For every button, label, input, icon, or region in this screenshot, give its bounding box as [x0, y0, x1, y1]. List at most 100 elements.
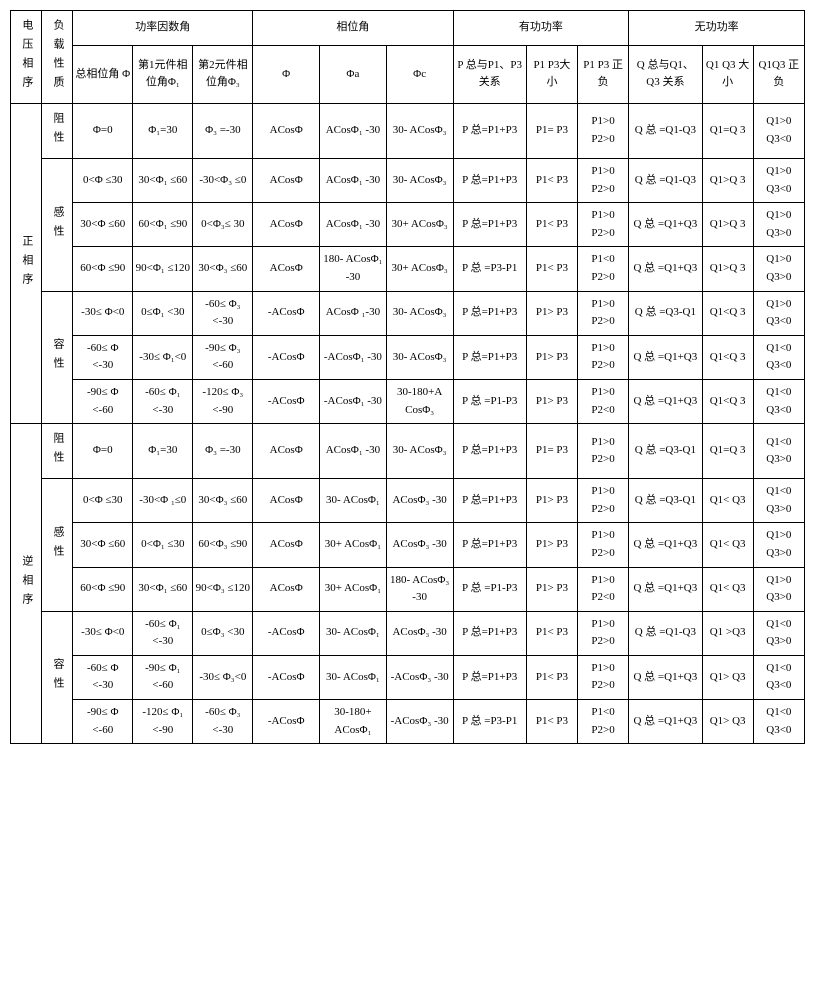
table-cell: P 总=P1+P3	[453, 479, 526, 523]
table-cell: 180- ACosΦ₃ -30	[386, 567, 453, 611]
table-cell: Q1<Q 3	[702, 291, 753, 335]
table-row: 容性-30≤ Φ<00≤Φ₁ <30-60≤ Φ₃ <-30-ACosΦACos…	[11, 291, 805, 335]
table-cell: -ACosΦ	[253, 379, 320, 423]
table-cell: P 总=P1+P3	[453, 523, 526, 567]
table-cell: P1> P3	[526, 523, 577, 567]
table-cell: P1>0 P2>0	[578, 159, 629, 203]
table-cell: -30≤ Φ<0	[73, 291, 133, 335]
table-cell: Q1 >Q3	[702, 611, 753, 655]
table-cell: 30- ACosΦ₁	[320, 611, 387, 655]
table-cell: Q1< Q3	[702, 479, 753, 523]
table-cell: P1>0 P2>0	[578, 335, 629, 379]
table-cell: 30-180+A CosΦ₃	[386, 379, 453, 423]
nature-cell: 容性	[42, 291, 73, 424]
hdr-pf-el2: 第2元件相位角Φ₃	[193, 45, 253, 103]
table-cell: Q 总 =Q1-Q3	[629, 104, 702, 159]
table-cell: Q1>0 Q3>0	[753, 523, 804, 567]
nature-cell: 阻性	[42, 104, 73, 159]
table-cell: P 总=P1+P3	[453, 291, 526, 335]
table-row: -90≤ Φ <-60-120≤ Φ₁ <-90-60≤ Φ₃ <-30-ACo…	[11, 700, 805, 744]
table-cell: 0≤Φ₁ <30	[133, 291, 193, 335]
header-row-1: 电压相序 负载性质 功率因数角 相位角 有功功率 无功功率	[11, 11, 805, 46]
table-cell: Q1<0 Q3<0	[753, 700, 804, 744]
table-cell: Φ=0	[73, 104, 133, 159]
table-cell: 60<Φ ≤90	[73, 247, 133, 291]
table-cell: -ACosΦ₁ -30	[320, 379, 387, 423]
power-phase-table: 电压相序 负载性质 功率因数角 相位角 有功功率 无功功率 总相位角 Φ 第1元…	[10, 10, 805, 744]
table-cell: ACosΦ₁ -30	[320, 203, 387, 247]
table-row: 正相序阻性Φ=0Φ₁=30Φ₃ =-30ACosΦACosΦ₁ -3030- A…	[11, 104, 805, 159]
table-cell: -30≤ Φ₃<0	[193, 655, 253, 699]
table-cell: -ACosΦ₁ -30	[320, 335, 387, 379]
table-cell: -ACosΦ	[253, 335, 320, 379]
table-cell: -30<Φ ₁≤0	[133, 479, 193, 523]
table-cell: -60≤ Φ₃ <-30	[193, 291, 253, 335]
seq-cell: 逆相序	[11, 424, 42, 744]
table-cell: P1> P3	[526, 291, 577, 335]
table-cell: Q1>0 Q3>0	[753, 567, 804, 611]
table-row: -60≤ Φ <-30-90≤ Φ₁ <-60-30≤ Φ₃<0-ACosΦ30…	[11, 655, 805, 699]
table-row: -90≤ Φ <-60-60≤ Φ₁ <-30-120≤ Φ₃ <-90-ACo…	[11, 379, 805, 423]
table-cell: 30<Φ ≤60	[73, 203, 133, 247]
table-cell: P1>0 P2>0	[578, 424, 629, 479]
table-row: -60≤ Φ <-30-30≤ Φ₁<0-90≤ Φ₃ <-60-ACosΦ-A…	[11, 335, 805, 379]
group-pf-angle: 功率因数角	[73, 11, 253, 46]
table-cell: P1= P3	[526, 424, 577, 479]
table-cell: ACosΦ₃ -30	[386, 611, 453, 655]
table-cell: P1< P3	[526, 611, 577, 655]
table-cell: P 总 =P1-P3	[453, 567, 526, 611]
table-cell: Q 总 =Q1+Q3	[629, 379, 702, 423]
table-cell: P 总=P1+P3	[453, 104, 526, 159]
table-cell: P 总=P1+P3	[453, 611, 526, 655]
table-cell: -ACosΦ	[253, 611, 320, 655]
table-row: 感性0<Φ ≤3030<Φ₁ ≤60-30<Φ₃ ≤0ACosΦACosΦ₁ -…	[11, 159, 805, 203]
table-cell: -60≤ Φ₁ <-30	[133, 611, 193, 655]
table-cell: Q 总 =Q1+Q3	[629, 203, 702, 247]
table-cell: Q 总 =Q1+Q3	[629, 335, 702, 379]
table-cell: Q1>0 Q3<0	[753, 159, 804, 203]
table-cell: Q 总 =Q1+Q3	[629, 247, 702, 291]
col-voltage-seq: 电压相序	[11, 11, 42, 104]
group-phase-angle: 相位角	[253, 11, 453, 46]
table-cell: P1< P3	[526, 700, 577, 744]
table-cell: P1< P3	[526, 203, 577, 247]
table-cell: Q1> Q3	[702, 655, 753, 699]
hdr-phase-phi: Φ	[253, 45, 320, 103]
table-cell: P1> P3	[526, 567, 577, 611]
table-cell: Q1>Q 3	[702, 203, 753, 247]
table-cell: Q1<0 Q3>0	[753, 424, 804, 479]
table-cell: P1>0 P2<0	[578, 567, 629, 611]
table-row: 容性-30≤ Φ<0-60≤ Φ₁ <-300≤Φ₃ <30-ACosΦ30- …	[11, 611, 805, 655]
table-cell: P1> P3	[526, 335, 577, 379]
table-cell: Φ₃ =-30	[193, 104, 253, 159]
table-cell: P 总=P1+P3	[453, 159, 526, 203]
table-cell: Q1< Q3	[702, 567, 753, 611]
table-row: 60<Φ ≤9030<Φ₁ ≤6090<Φ₃ ≤120ACosΦ30+ ACos…	[11, 567, 805, 611]
table-row: 30<Φ ≤6060<Φ₁ ≤900<Φ₃≤ 30ACosΦACosΦ₁ -30…	[11, 203, 805, 247]
table-cell: Q1< Q3	[702, 523, 753, 567]
table-cell: -90≤ Φ <-60	[73, 379, 133, 423]
header-row-2: 总相位角 Φ 第1元件相位角Φ₁ 第2元件相位角Φ₃ Φ Φa Φc P 总与P…	[11, 45, 805, 103]
table-cell: -120≤ Φ₁ <-90	[133, 700, 193, 744]
table-row: 感性0<Φ ≤30-30<Φ ₁≤030<Φ₃ ≤60ACosΦ30- ACos…	[11, 479, 805, 523]
table-cell: Q1<0 Q3<0	[753, 379, 804, 423]
table-cell: 30- ACosΦ₃	[386, 291, 453, 335]
table-cell: P1>0 P2>0	[578, 203, 629, 247]
table-cell: 180- ACosΦ₁ -30	[320, 247, 387, 291]
table-cell: P1>0 P2>0	[578, 104, 629, 159]
hdr-phase-phi-a: Φa	[320, 45, 387, 103]
table-cell: Φ₃ =-30	[193, 424, 253, 479]
table-cell: 30+ ACosΦ₁	[320, 523, 387, 567]
table-cell: 30+ ACosΦ₃	[386, 203, 453, 247]
nature-cell: 感性	[42, 159, 73, 292]
table-cell: Q 总 =Q3-Q1	[629, 479, 702, 523]
table-cell: -ACosΦ₃ -30	[386, 700, 453, 744]
table-cell: -30≤ Φ₁<0	[133, 335, 193, 379]
table-cell: 30- ACosΦ₃	[386, 335, 453, 379]
table-cell: 30- ACosΦ₃	[386, 104, 453, 159]
table-cell: ACosΦ	[253, 479, 320, 523]
table-cell: Q 总 =Q1+Q3	[629, 523, 702, 567]
table-cell: Q 总 =Q3-Q1	[629, 424, 702, 479]
table-cell: Q1>0 Q3>0	[753, 247, 804, 291]
table-cell: Q 总 =Q1+Q3	[629, 655, 702, 699]
